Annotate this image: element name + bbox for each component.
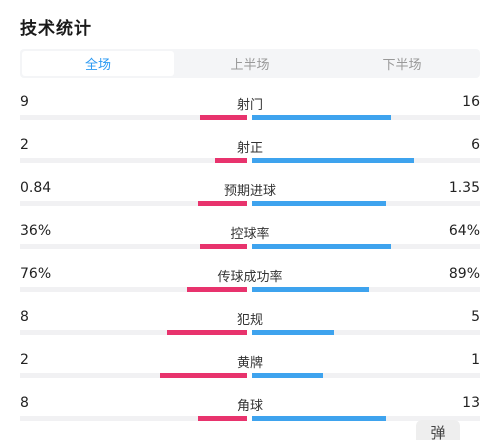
stat-row: 2 射正 6 <box>0 131 500 174</box>
home-bar <box>215 158 247 163</box>
away-bar <box>252 416 386 421</box>
away-value: 16 <box>462 94 480 110</box>
away-value: 1.35 <box>448 180 480 196</box>
home-bar-track <box>20 287 247 292</box>
away-value: 5 <box>471 309 480 325</box>
away-bar <box>252 287 369 292</box>
away-bar-track <box>252 287 480 292</box>
stat-name: 传球成功率 <box>217 270 283 285</box>
home-value: 0.84 <box>20 180 52 196</box>
home-bar-track <box>20 373 247 378</box>
stat-row: 9 射门 16 <box>0 88 500 131</box>
home-value: 76% <box>20 266 52 282</box>
away-bar-track <box>252 115 480 120</box>
away-bar <box>252 201 386 206</box>
away-bar <box>252 373 323 378</box>
away-bar <box>252 115 391 120</box>
home-bar-track <box>20 201 247 206</box>
home-value: 2 <box>20 137 29 153</box>
stat-row: 36% 控球率 64% <box>0 217 500 260</box>
home-value: 9 <box>20 94 29 110</box>
tab-first-half[interactable]: 上半场 <box>230 58 270 73</box>
away-bar-track <box>252 373 480 378</box>
stat-row: 8 犯规 5 <box>0 303 500 346</box>
home-value: 8 <box>20 395 29 411</box>
page-title: 技术统计 <box>20 19 92 39</box>
home-bar <box>198 201 247 206</box>
away-value: 13 <box>462 395 480 411</box>
away-bar-track <box>252 330 480 335</box>
away-bar-track <box>252 158 480 163</box>
home-bar <box>160 373 247 378</box>
home-value: 36% <box>20 223 52 239</box>
stat-name: 射正 <box>236 141 263 156</box>
home-bar <box>187 287 247 292</box>
stat-name: 射门 <box>236 98 263 113</box>
stat-name: 预期进球 <box>223 184 276 199</box>
away-value: 1 <box>471 352 480 368</box>
period-tabs: 全场 上半场 下半场 <box>20 49 480 78</box>
away-bar-track <box>252 201 480 206</box>
tab-second-half[interactable]: 下半场 <box>382 58 422 73</box>
stat-name: 控球率 <box>230 227 270 242</box>
home-bar-track <box>20 158 247 163</box>
away-value: 89% <box>448 266 480 282</box>
home-bar-track <box>20 115 247 120</box>
stat-row: 76% 传球成功率 89% <box>0 260 500 303</box>
away-bar-track <box>252 416 480 421</box>
away-bar-track <box>252 244 480 249</box>
away-bar <box>252 330 334 335</box>
away-bar <box>252 158 414 163</box>
stat-name: 黄牌 <box>236 356 263 371</box>
home-bar <box>198 416 247 421</box>
tab-full-match[interactable]: 全场 <box>22 51 174 76</box>
stat-row: 0.84 预期进球 1.35 <box>0 174 500 217</box>
danmaku-button[interactable]: 弹 <box>416 420 460 440</box>
stat-row: 8 角球 13 <box>0 389 500 432</box>
home-value: 8 <box>20 309 29 325</box>
away-value: 6 <box>471 137 480 153</box>
home-bar-track <box>20 416 247 421</box>
away-value: 64% <box>448 223 480 239</box>
away-bar <box>252 244 391 249</box>
home-bar <box>200 115 247 120</box>
home-bar <box>200 244 247 249</box>
home-bar-track <box>20 244 247 249</box>
stat-name: 角球 <box>236 399 263 414</box>
home-bar <box>167 330 247 335</box>
home-bar-track <box>20 330 247 335</box>
stat-name: 犯规 <box>236 313 263 328</box>
home-value: 2 <box>20 352 29 368</box>
stat-row: 2 黄牌 1 <box>0 346 500 389</box>
